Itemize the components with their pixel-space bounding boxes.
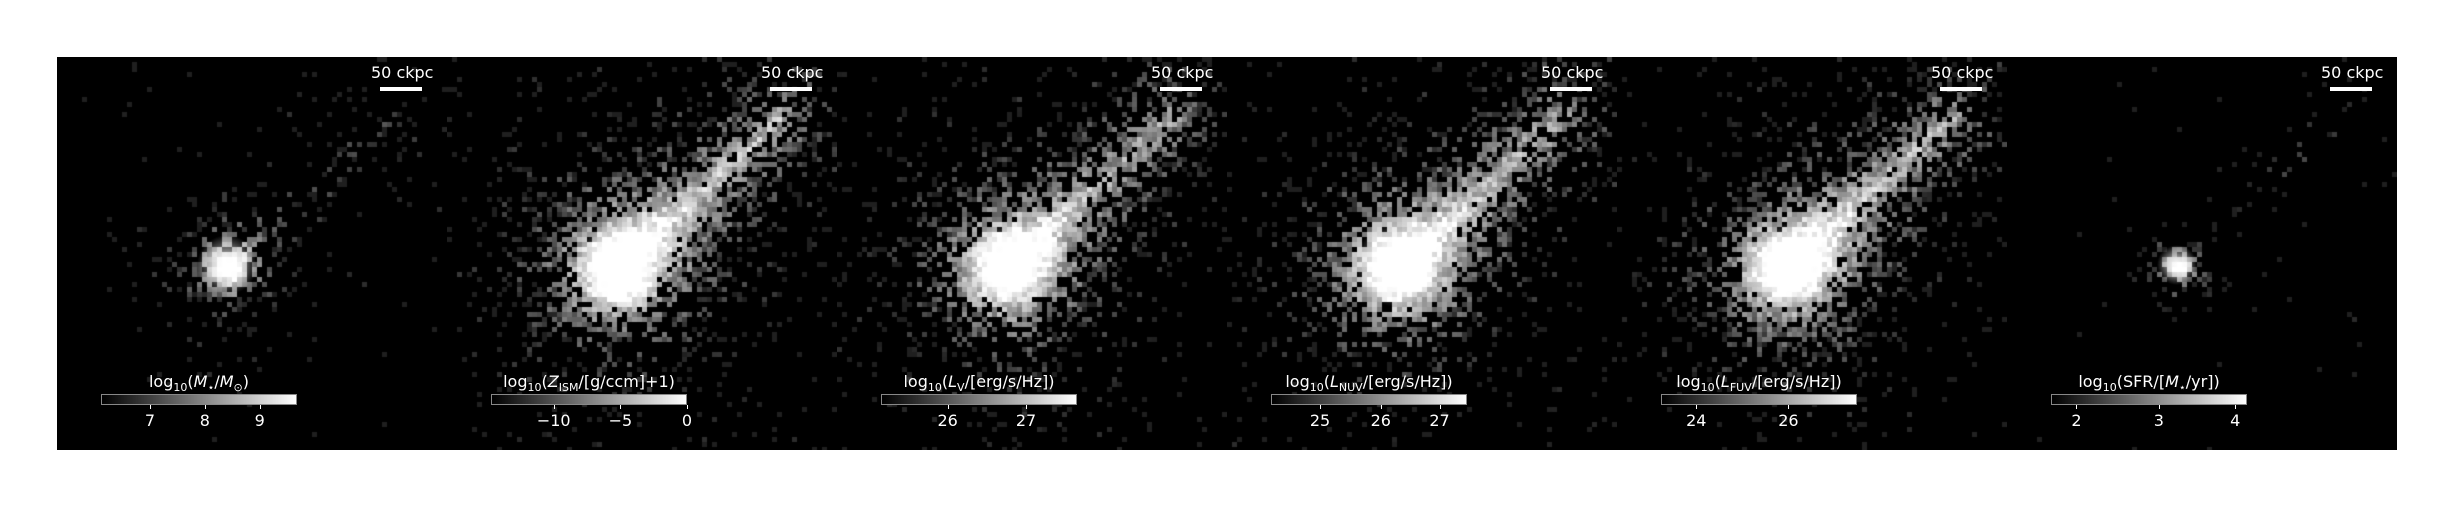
- scale-bar-line: [1940, 87, 1982, 91]
- colorbar-label: log10(LFUV/[erg/s/Hz]): [1676, 372, 1842, 395]
- colorbar-tick-label: 7: [144, 411, 156, 430]
- colorbar-tick-label: −10: [536, 411, 571, 430]
- scale-bar-label: 50 ckpc: [1541, 63, 1604, 82]
- map-panel-luminosity-nuv: 50 ckpc log10(LNUV/[erg/s/Hz]) 25 26 27: [1227, 57, 1617, 450]
- colorbar-tick-label: 24: [1686, 411, 1707, 430]
- colorbar-gradient: [881, 394, 1077, 405]
- galaxy-map-image: [1227, 57, 1617, 450]
- colorbar-tick-label: 26: [1370, 411, 1391, 430]
- colorbar-tick-mark: [947, 405, 949, 409]
- colorbar-ticks: 7 8 9: [101, 405, 297, 430]
- colorbar: log10(LFUV/[erg/s/Hz]) 24 26: [1661, 372, 1857, 430]
- colorbar-tick-label: 0: [681, 411, 693, 430]
- map-panel-metallicity: 50 ckpc log10(ZISM/[g/ccm]+1) −10 −5 0: [447, 57, 837, 450]
- colorbar: log10(SFR/[M⋆/yr]) 2 3 4: [2051, 372, 2247, 430]
- galaxy-map-image: [1617, 57, 2007, 450]
- colorbar-ticks: 26 27: [881, 405, 1077, 430]
- colorbar: log10(M⋆/M⊙) 7 8 9: [101, 372, 297, 430]
- colorbar-tick-label: 26: [1778, 411, 1799, 430]
- colorbar-gradient: [491, 394, 687, 405]
- colorbar-tick-mark: [1696, 405, 1698, 409]
- colorbar-ticks: −10 −5 0: [491, 405, 692, 430]
- colorbar: log10(ZISM/[g/ccm]+1) −10 −5 0: [491, 372, 692, 430]
- colorbar-gradient: [1661, 394, 1857, 405]
- scale-bar-line: [1550, 87, 1592, 91]
- colorbar-tick-label: 25: [1309, 411, 1331, 430]
- scale-bar: 50 ckpc: [1931, 63, 1994, 91]
- colorbar-tick-mark: [1439, 405, 1441, 409]
- colorbar-tick-mark: [2235, 405, 2237, 409]
- scale-bar-line: [2330, 87, 2372, 91]
- colorbar-label: log10(LNUV/[erg/s/Hz]): [1285, 372, 1453, 395]
- colorbar-tick-mark: [2158, 405, 2160, 409]
- colorbar-ticks: 25 26 27: [1271, 405, 1467, 430]
- colorbar-tick-label: 27: [1429, 411, 1450, 430]
- colorbar-tick-mark: [1788, 405, 1790, 409]
- scale-bar-line: [380, 87, 422, 91]
- colorbar-label: log10(M⋆/M⊙): [148, 372, 249, 395]
- colorbar-tick-mark: [1026, 405, 1028, 409]
- map-panel-stellar-mass: 50 ckpc log10(M⋆/M⊙) 7 8 9: [57, 57, 447, 450]
- colorbar-tick-mark: [1380, 405, 1382, 409]
- colorbar-tick-label: 8: [199, 411, 210, 430]
- scale-bar-label: 50 ckpc: [2321, 63, 2384, 82]
- colorbar-tick-mark: [150, 405, 151, 409]
- scale-bar-label: 50 ckpc: [761, 63, 824, 82]
- map-panel-star-formation-rate: 50 ckpc log10(SFR/[M⋆/yr]) 2 3 4: [2007, 57, 2397, 450]
- colorbar: log10(LNUV/[erg/s/Hz]) 25 26 27: [1271, 372, 1467, 430]
- colorbar-tick-mark: [2076, 405, 2078, 409]
- colorbar-ticks: 24 26: [1661, 405, 1857, 430]
- scale-bar-label: 50 ckpc: [371, 63, 434, 82]
- colorbar-tick-mark: [259, 405, 261, 409]
- scale-bar: 50 ckpc: [1541, 63, 1604, 91]
- colorbar-tick-mark: [687, 405, 688, 409]
- galaxy-map-image: [837, 57, 1227, 450]
- colorbar-tick-label: 2: [2071, 411, 2082, 430]
- colorbar-tick-mark: [204, 405, 206, 409]
- colorbar: log10(LV/[erg/s/Hz]) 26 27: [881, 372, 1077, 430]
- galaxy-map-image: [2007, 57, 2397, 450]
- colorbar-tick-mark: [553, 405, 555, 409]
- colorbar-gradient: [2051, 394, 2247, 405]
- scale-bar-line: [770, 87, 812, 91]
- scale-bar-line: [1160, 87, 1202, 91]
- colorbar-tick-label: 27: [1015, 411, 1037, 430]
- colorbar-tick-label: 9: [254, 411, 265, 430]
- colorbar-tick-label: 3: [2153, 411, 2164, 430]
- map-panel-luminosity-v: 50 ckpc log10(LV/[erg/s/Hz]) 26 27: [837, 57, 1227, 450]
- colorbar-gradient: [101, 394, 297, 405]
- colorbar-tick-mark: [1320, 405, 1321, 409]
- colorbar-ticks: 2 3 4: [2051, 405, 2247, 430]
- colorbar-label: log10(ZISM/[g/ccm]+1): [503, 372, 675, 395]
- scale-bar: 50 ckpc: [2321, 63, 2384, 91]
- map-panel-luminosity-fuv: 50 ckpc log10(LFUV/[erg/s/Hz]) 24 26: [1617, 57, 2007, 450]
- colorbar-tick-mark: [620, 405, 622, 409]
- scale-bar: 50 ckpc: [1151, 63, 1214, 91]
- scale-bar-label: 50 ckpc: [1151, 63, 1214, 82]
- colorbar-tick-label: 4: [2230, 411, 2241, 430]
- scale-bar: 50 ckpc: [371, 63, 434, 91]
- colorbar-tick-label: −5: [608, 411, 633, 430]
- galaxy-map-image: [57, 57, 447, 450]
- galaxy-map-image: [447, 57, 837, 450]
- colorbar-label: log10(SFR/[M⋆/yr]): [2078, 372, 2220, 395]
- colorbar-gradient: [1271, 394, 1467, 405]
- colorbar-label: log10(LV/[erg/s/Hz]): [903, 372, 1055, 395]
- scale-bar: 50 ckpc: [761, 63, 824, 91]
- panel-strip: 50 ckpc log10(M⋆/M⊙) 7 8 9 50 ckpc log10(ZISM/…: [57, 57, 2397, 450]
- scale-bar-label: 50 ckpc: [1931, 63, 1994, 82]
- colorbar-tick-label: 26: [937, 411, 958, 430]
